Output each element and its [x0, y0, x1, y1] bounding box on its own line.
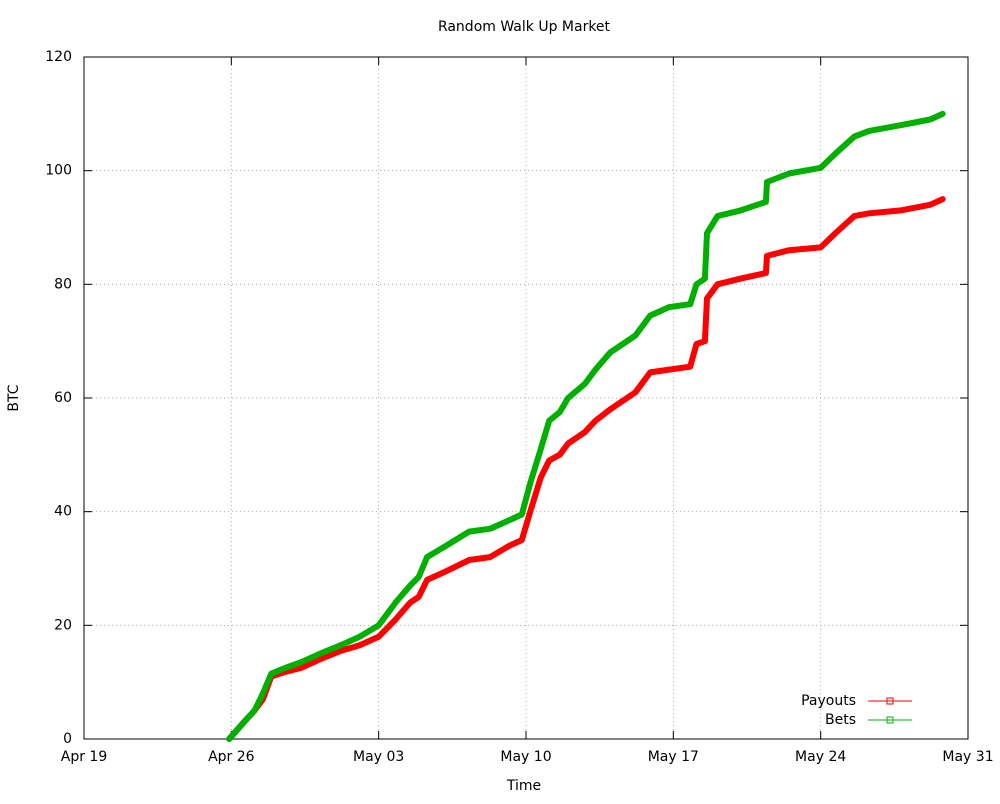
- data-line: [226, 196, 946, 742]
- legend-marker: [886, 716, 894, 724]
- chart-title: Random Walk Up Market: [438, 19, 611, 35]
- x-tick-label: May 17: [648, 749, 699, 765]
- x-tick-label: Apr 19: [61, 749, 107, 765]
- y-tick-label: 120: [45, 49, 72, 65]
- x-tick-label: Apr 26: [208, 749, 255, 765]
- x-tick-label: May 24: [795, 749, 846, 765]
- y-tick-label: 40: [54, 504, 72, 520]
- legend-label: Bets: [825, 712, 856, 728]
- x-tick-label: May 31: [942, 749, 993, 765]
- y-tick-label: 0: [63, 731, 72, 747]
- legend-label: Payouts: [801, 693, 856, 709]
- x-tick-label: May 03: [353, 749, 404, 765]
- y-tick-label: 60: [54, 390, 72, 406]
- y-tick-label: 100: [45, 163, 72, 179]
- y-tick-label: 80: [54, 276, 72, 292]
- x-tick-label: May 10: [500, 749, 551, 765]
- data-line: [226, 110, 946, 742]
- x-axis-label: Time: [506, 778, 541, 794]
- legend-marker: [886, 697, 894, 705]
- y-axis-label: BTC: [6, 384, 22, 411]
- y-tick-label: 20: [54, 617, 72, 633]
- plot-border: [83, 56, 969, 740]
